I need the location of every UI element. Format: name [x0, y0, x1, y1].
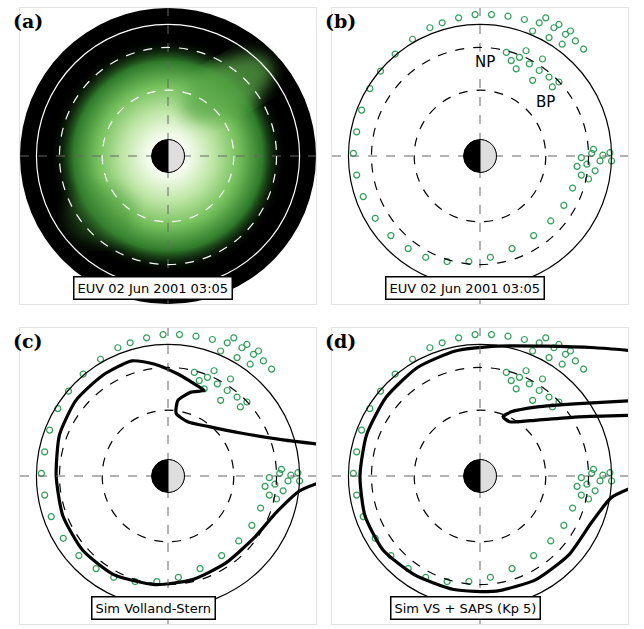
svg-text:EUV 02 Jun 2001 03:05: EUV 02 Jun 2001 03:05 — [390, 281, 541, 296]
svg-text:(c): (c) — [13, 330, 43, 352]
svg-text:Sim Volland-Stern: Sim Volland-Stern — [96, 601, 212, 616]
svg-text:BP: BP — [536, 93, 555, 111]
svg-text:EUV 02 Jun 2001 03:05: EUV 02 Jun 2001 03:05 — [78, 281, 229, 296]
svg-text:(a): (a) — [13, 10, 43, 32]
svg-text:(d): (d) — [325, 330, 356, 352]
svg-text:NP: NP — [475, 53, 495, 71]
svg-text:Sim VS + SAPS (Kp 5): Sim VS + SAPS (Kp 5) — [395, 601, 537, 616]
svg-text:(b): (b) — [325, 10, 356, 32]
